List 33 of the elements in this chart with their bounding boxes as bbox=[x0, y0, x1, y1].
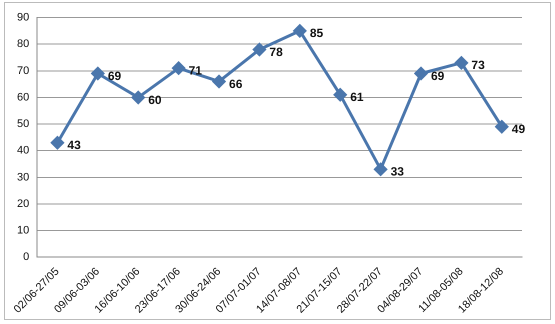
point bbox=[252, 43, 266, 56]
data-label: 43 bbox=[67, 138, 82, 152]
y-tick-label: 0 bbox=[23, 251, 30, 264]
y-tick-label: 10 bbox=[16, 224, 30, 237]
data-label: 78 bbox=[269, 44, 284, 59]
point bbox=[334, 88, 347, 102]
y-tick-label: 80 bbox=[16, 38, 30, 50]
point bbox=[132, 90, 145, 104]
y-tick-label: 40 bbox=[16, 144, 30, 157]
data-label: 60 bbox=[148, 92, 162, 107]
point bbox=[50, 136, 64, 150]
point bbox=[172, 62, 186, 75]
point bbox=[414, 66, 428, 80]
y-tick-label: 90 bbox=[16, 12, 30, 24]
data-label: 69 bbox=[108, 68, 122, 83]
y-tick-label: 70 bbox=[16, 64, 30, 77]
y-tick-label: 20 bbox=[16, 198, 30, 210]
point bbox=[374, 162, 388, 176]
y-tick-label: 60 bbox=[16, 91, 30, 104]
data-label: 69 bbox=[431, 68, 445, 83]
data-label: 33 bbox=[390, 164, 404, 179]
point bbox=[495, 120, 508, 134]
y-tick-label: 30 bbox=[16, 171, 30, 184]
point bbox=[293, 24, 306, 38]
data-label: 66 bbox=[229, 76, 243, 91]
point bbox=[212, 74, 226, 88]
data-label: 85 bbox=[310, 26, 324, 40]
data-label: 49 bbox=[512, 122, 526, 136]
point bbox=[91, 66, 104, 80]
point bbox=[454, 56, 468, 70]
data-label: 73 bbox=[471, 58, 486, 72]
y-tick-label: 50 bbox=[16, 118, 30, 130]
data-label: 61 bbox=[350, 90, 364, 104]
